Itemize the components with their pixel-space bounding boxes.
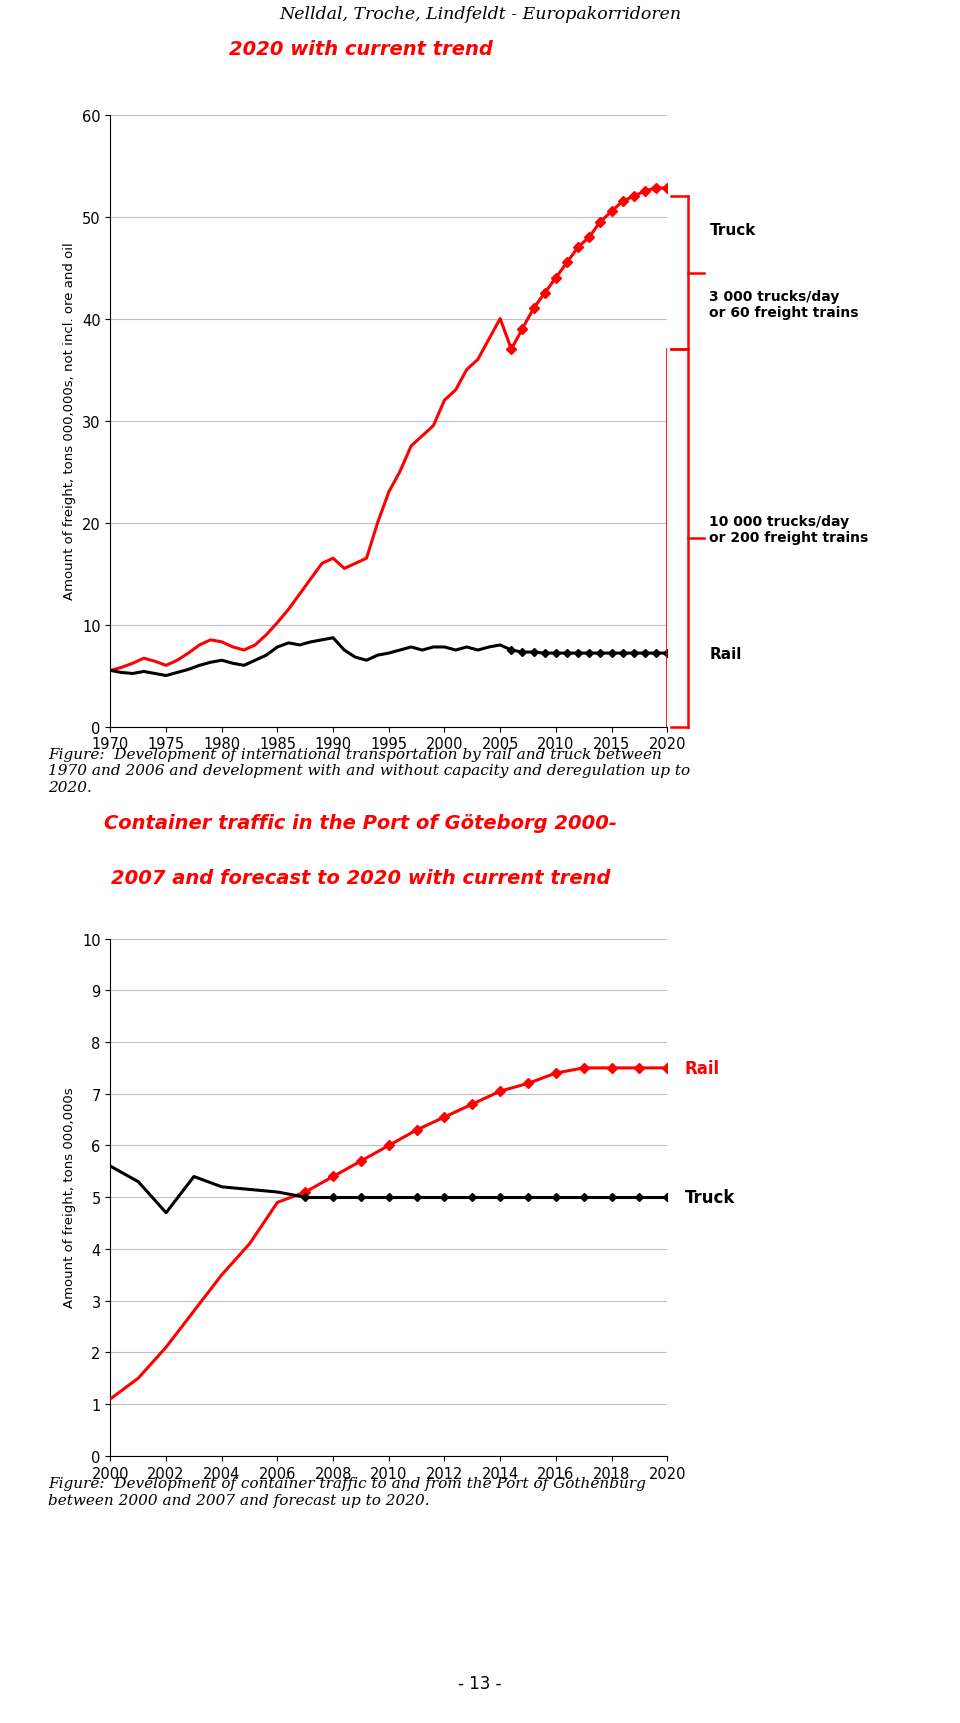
- Text: Container traffic in the Port of Göteborg 2000-: Container traffic in the Port of Götebor…: [105, 813, 617, 832]
- Text: 10 000 trucks/day
or 200 freight trains: 10 000 trucks/day or 200 freight trains: [709, 515, 869, 544]
- Text: Truck: Truck: [684, 1189, 734, 1206]
- Text: Figure:  Development of container traffic to and from the Port of Gothenburg
bet: Figure: Development of container traffic…: [48, 1477, 646, 1508]
- Text: - 13 -: - 13 -: [458, 1675, 502, 1692]
- Text: 3 000 trucks/day
or 60 freight trains: 3 000 trucks/day or 60 freight trains: [709, 289, 859, 319]
- Text: Nelldal, Troche, Lindfeldt - Europakorridoren: Nelldal, Troche, Lindfeldt - Europakorri…: [279, 5, 681, 22]
- Y-axis label: Amount of freight, tons 000,000s, not incl. ore and oil: Amount of freight, tons 000,000s, not in…: [63, 243, 77, 600]
- Text: 2007 and forecast to 2020 with current trend: 2007 and forecast to 2020 with current t…: [111, 868, 611, 887]
- Text: Figure:  Development of international transportation by rail and truck between
1: Figure: Development of international tra…: [48, 748, 690, 794]
- Y-axis label: Amount of freight, tons 000,000s: Amount of freight, tons 000,000s: [63, 1087, 77, 1308]
- Text: Rail: Rail: [709, 646, 742, 662]
- Text: International traffic 1970-2006 and forecast to: International traffic 1970-2006 and fore…: [103, 0, 619, 3]
- Text: 2020 with current trend: 2020 with current trend: [229, 40, 492, 59]
- Text: Truck: Truck: [709, 222, 756, 238]
- Text: Rail: Rail: [684, 1060, 720, 1077]
